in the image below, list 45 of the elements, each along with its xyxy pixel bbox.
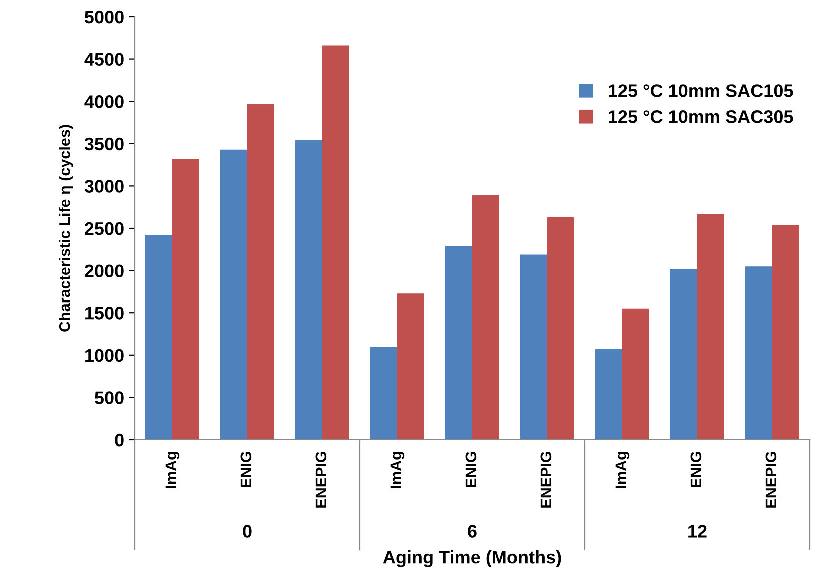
y-tick-label: 0 [115,434,124,447]
bar [548,218,574,440]
legend-label: 125 °C 10mm SAC105 [609,84,794,98]
bar [746,266,772,440]
x-tick-label: ENEPIG [540,452,552,508]
y-tick-label: 2500 [85,222,124,236]
bar [698,214,724,440]
x-tick-label: ENEPIG [316,452,327,508]
y-tick-label: 3000 [84,180,124,193]
x-tick-label: ImAg [166,452,180,488]
bar [370,346,398,440]
x-tick-label: ENIG [690,452,702,488]
y-tick-label: 4000 [84,96,124,108]
bar [520,254,548,440]
x-axis-title: Aging Time (Months) [383,550,562,568]
y-tick-label: 2000 [85,264,124,278]
y-tick-label: 3500 [84,138,124,151]
bar [220,150,248,440]
bar [172,159,200,440]
bar [296,140,322,440]
y-axis-title: Characteristic Life η (cycles) [59,125,74,332]
text: 12 [688,525,707,538]
y-tick-label: 1000 [86,349,124,362]
x-tick-label: ENIG [240,452,252,488]
bar [248,104,274,440]
y-tick-label: 4500 [84,53,124,66]
bar [398,294,424,440]
text: 0 [243,525,252,538]
bar [670,269,698,440]
x-tick-label: ENIG [466,452,477,488]
bar [322,46,350,440]
y-tick-label: 5000 [84,10,124,24]
bar [446,246,472,440]
x-tick-label: ImAg [390,452,405,488]
x-tick-label: ENEPIG [766,452,777,508]
y-tick-label: 1500 [86,307,124,320]
bar [596,349,622,440]
bar [622,308,650,440]
legend-label: 125 °C 10mm SAC305 [609,110,794,124]
bar [146,235,172,440]
y-tick-label: 500 [95,392,124,404]
x-tick-label: ImAg [616,452,630,488]
bar [472,196,500,440]
text: 6 [468,525,477,538]
bar [772,225,800,440]
